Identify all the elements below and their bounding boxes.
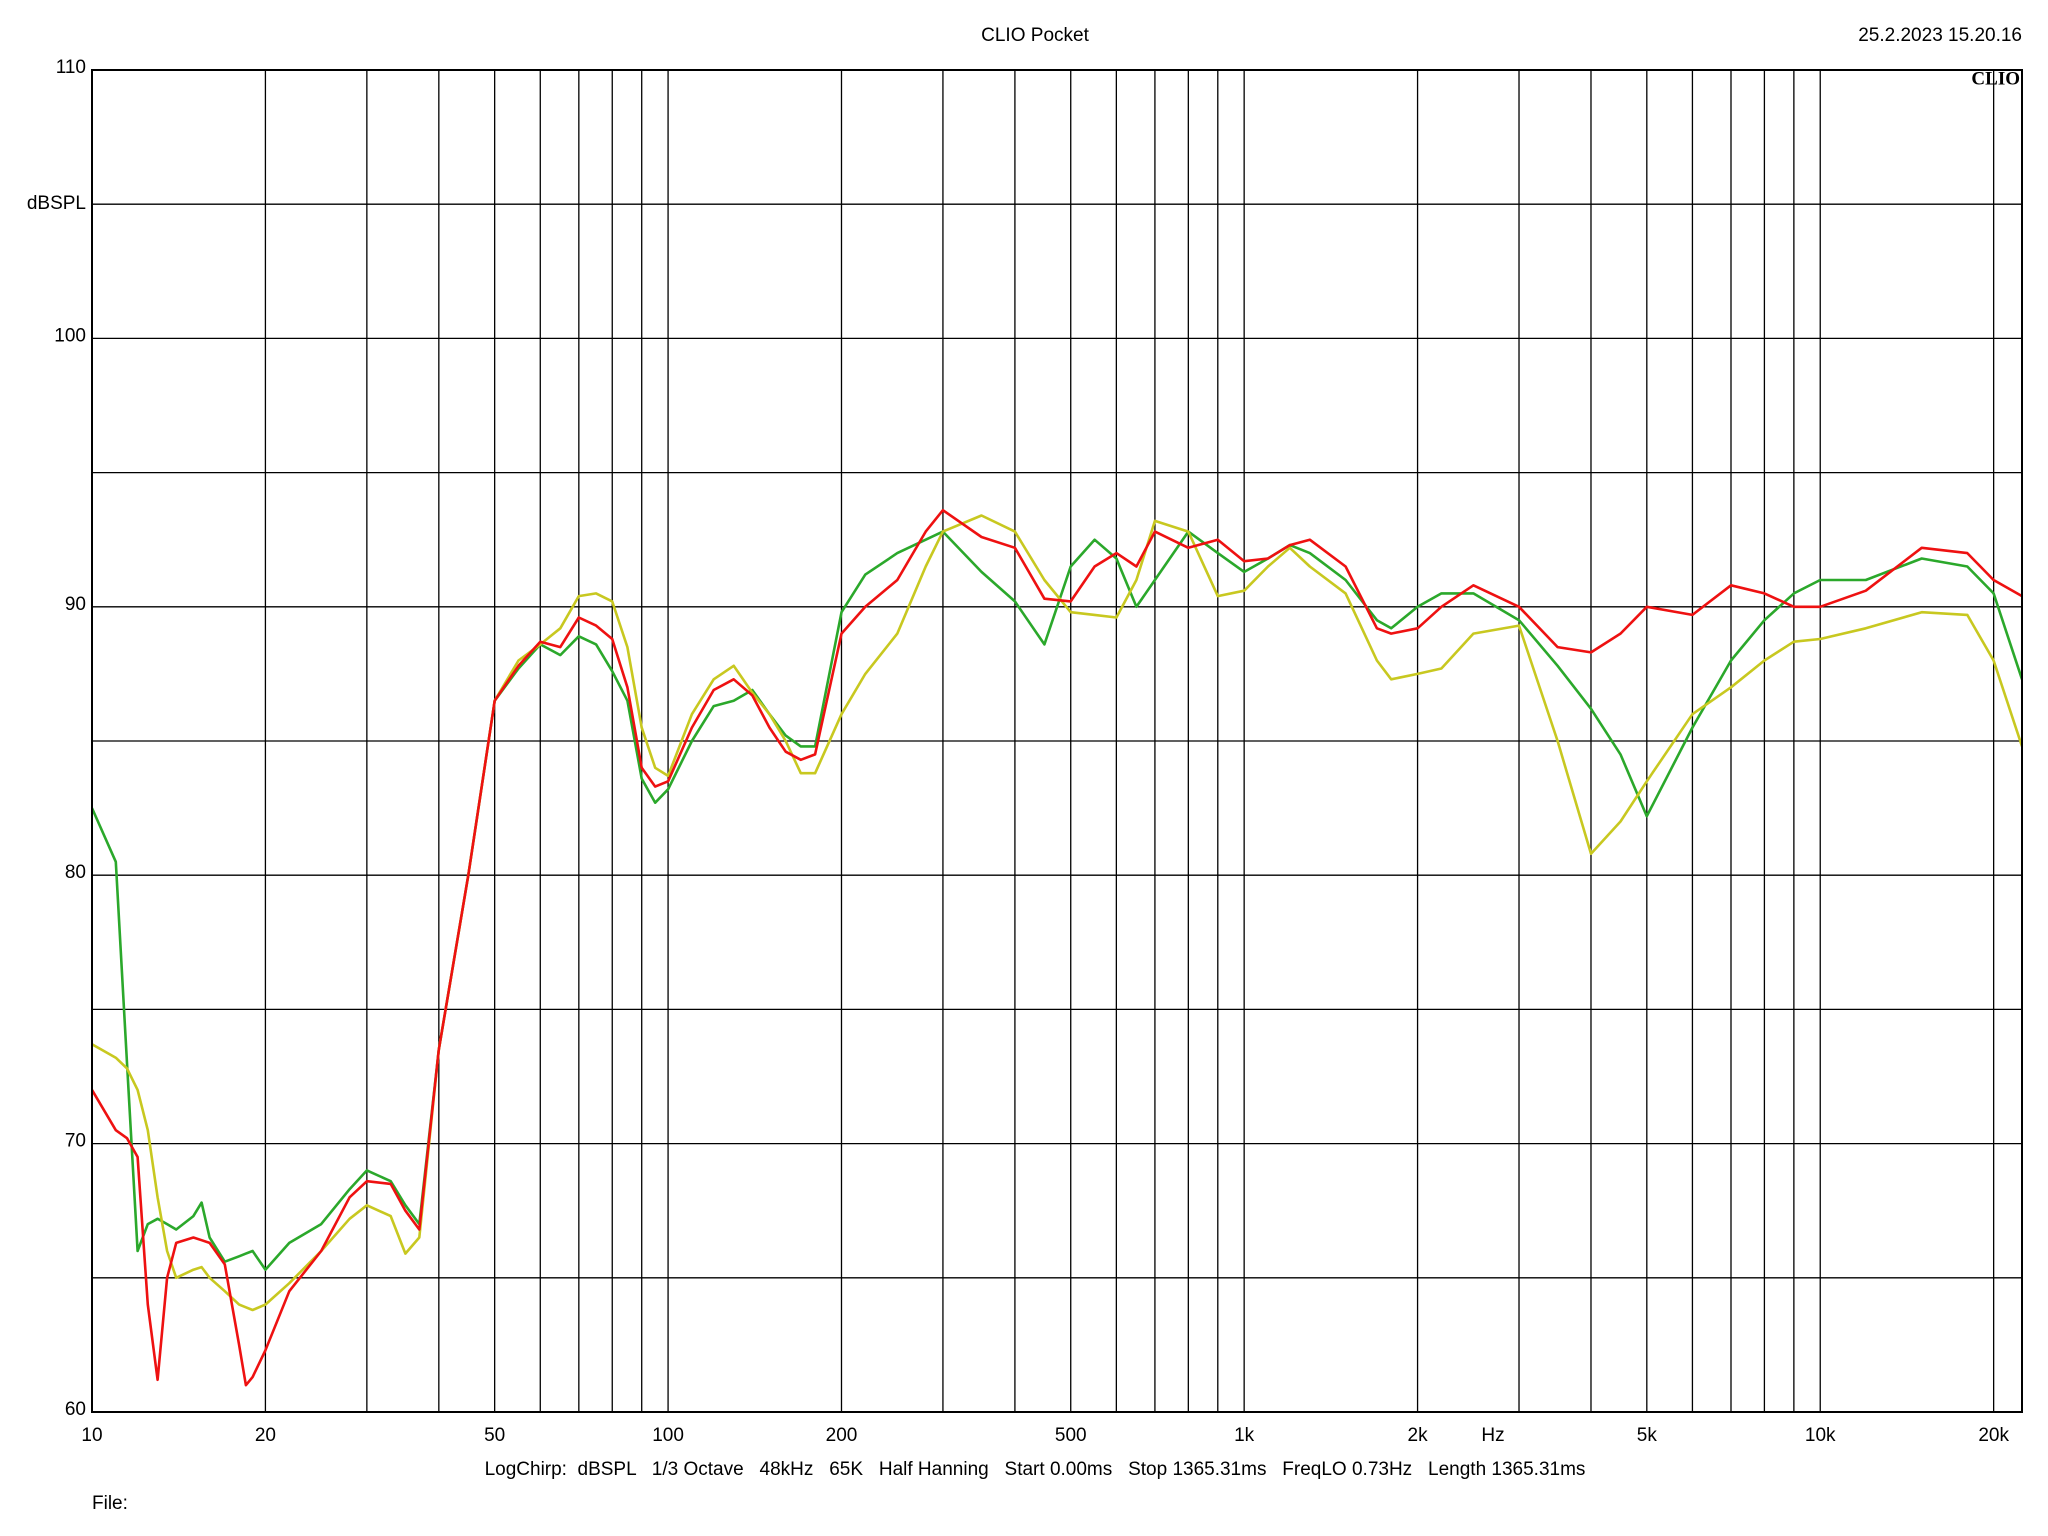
- x-tick-label: 20k: [1978, 1425, 2009, 1446]
- x-tick-label: 2k: [1408, 1425, 1429, 1446]
- x-tick-label: 50: [484, 1425, 505, 1446]
- file-label: File:: [92, 1493, 128, 1514]
- plot-frame: [91, 69, 2023, 1413]
- y-tick-label: 80: [65, 862, 86, 883]
- y-tick-label: 70: [65, 1131, 86, 1152]
- timestamp: 25.2.2023 15.20.16: [1858, 25, 2022, 46]
- y-tick-label: 60: [65, 1399, 86, 1420]
- y-tick-label: 100: [54, 325, 86, 346]
- y-tick-label: 90: [65, 594, 86, 615]
- x-tick-label: 10k: [1805, 1425, 1836, 1446]
- x-tick-label: 10: [81, 1425, 102, 1446]
- data-line: [92, 530, 2022, 1271]
- data-line: [92, 508, 2022, 1387]
- logo: CLIO: [1971, 68, 2020, 89]
- x-axis-label: Hz: [1481, 1425, 1504, 1446]
- x-tick-label: 100: [652, 1425, 684, 1446]
- x-tick-label: 500: [1055, 1425, 1087, 1446]
- footer: LogChirp: dBSPL 1/3 Octave 48kHz 65K Hal…: [485, 1459, 1586, 1480]
- data-line: [92, 514, 2022, 1312]
- y-tick-label: 110: [56, 57, 86, 78]
- x-tick-label: 5k: [1637, 1425, 1658, 1446]
- chart-title: CLIO Pocket: [981, 25, 1089, 46]
- x-tick-label: 1k: [1234, 1425, 1255, 1446]
- y-axis-label: dBSPL: [27, 193, 86, 214]
- x-tick-label: 20: [255, 1425, 276, 1446]
- x-tick-label: 200: [826, 1425, 858, 1446]
